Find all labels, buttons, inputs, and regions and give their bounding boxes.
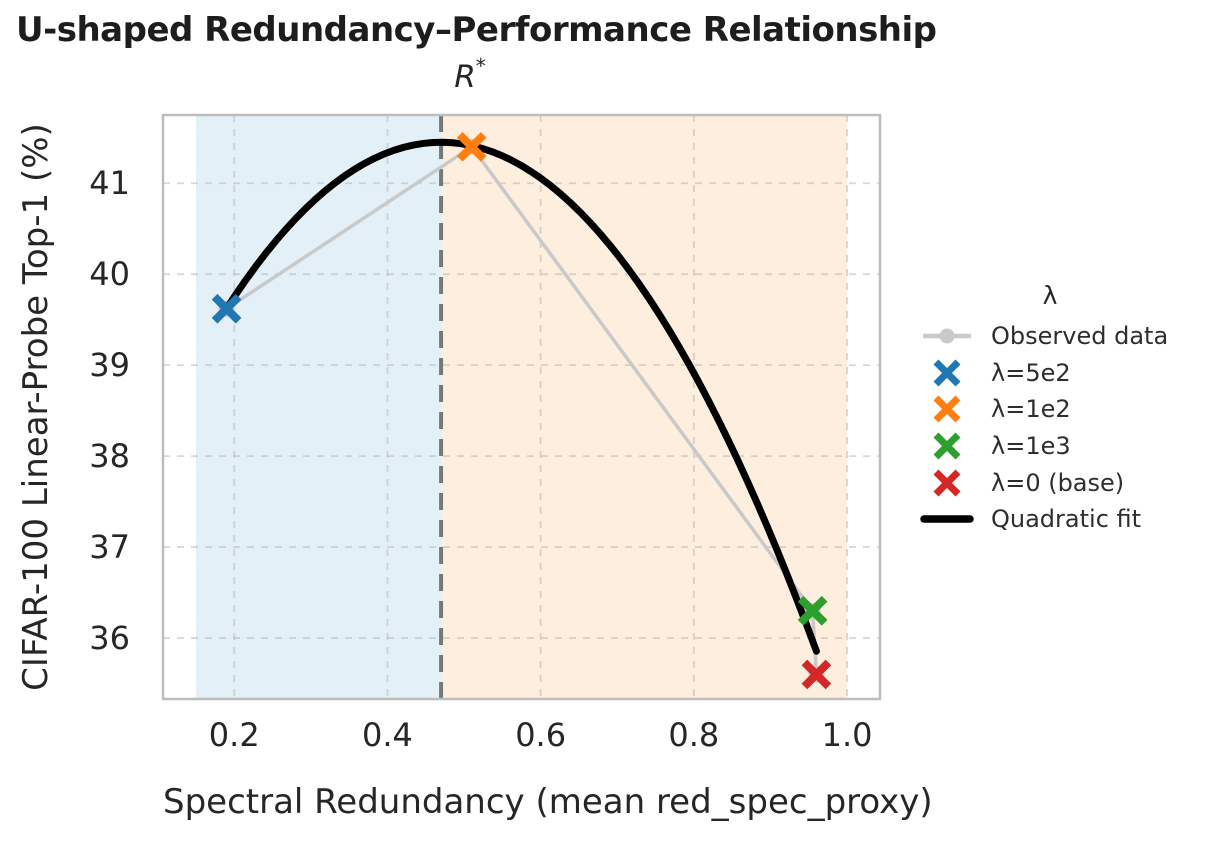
y-tick-label: 36: [89, 619, 130, 658]
legend-item: Quadratic fit: [905, 501, 1195, 538]
x-marker-icon: [933, 469, 961, 497]
y-axis-label: CIFAR-100 Linear-Probe Top-1 (%): [16, 123, 56, 691]
legend-item: λ=1e2: [905, 391, 1195, 428]
x-marker-icon: [933, 396, 961, 423]
x-marker-icon: [933, 432, 961, 460]
y-tick-label: 41: [89, 164, 130, 203]
marker-x: [801, 659, 832, 690]
plot-border: [161, 113, 882, 701]
legend-item-label: Observed data: [991, 322, 1169, 351]
x-axis-label: Spectral Redundancy (mean red_spec_proxy…: [163, 782, 933, 822]
legend-item-label: λ=0 (base): [991, 468, 1125, 497]
y-tick-label: 37: [89, 528, 130, 567]
legend-title: λ: [1042, 281, 1058, 310]
y-tick-label: 40: [89, 255, 130, 294]
line-dot-marker-icon: [923, 328, 971, 344]
x-tick-label: 0.6: [515, 716, 567, 754]
r-star-base: R: [454, 59, 476, 95]
legend-item: λ=1e3: [905, 428, 1195, 465]
legend-item-label: λ=1e2: [991, 395, 1071, 424]
x-tick-label: 1.0: [821, 716, 873, 754]
legend-item-label: λ=5e2: [991, 358, 1071, 387]
line-marker-icon: [920, 515, 974, 524]
legend: λ Observed data λ=5e2 λ=1e2 λ=1e3 λ=0 (base)…: [905, 276, 1195, 538]
marker-x: [456, 132, 487, 162]
marker-x: [797, 595, 828, 626]
r-star-superscript: *: [475, 54, 486, 78]
legend-item: λ=0 (base): [905, 464, 1195, 501]
legend-item-label: λ=1e3: [991, 432, 1071, 461]
region-low-redundancy: [195, 115, 442, 699]
x-tick-label: 0.2: [208, 716, 260, 754]
y-tick-label: 39: [89, 346, 130, 385]
y-tick-label: 38: [89, 437, 130, 476]
r-star-annotation: R*: [415, 54, 525, 95]
x-tick-label: 0.8: [668, 716, 720, 754]
chart-title: U-shaped Redundancy–Performance Relation…: [16, 10, 937, 50]
marker-x: [211, 293, 242, 324]
region-high-redundancy: [441, 115, 848, 699]
legend-item: Observed data: [905, 318, 1195, 355]
quadratic-fit-curve: [223, 138, 820, 655]
legend-item: λ=5e2: [905, 355, 1195, 392]
x-marker-icon: [933, 359, 961, 387]
legend-items: Observed data λ=5e2 λ=1e2 λ=1e3 λ=0 (base) Qu…: [905, 318, 1195, 538]
x-tick-label: 0.4: [361, 716, 413, 754]
legend-item-label: Quadratic fit: [991, 505, 1142, 534]
